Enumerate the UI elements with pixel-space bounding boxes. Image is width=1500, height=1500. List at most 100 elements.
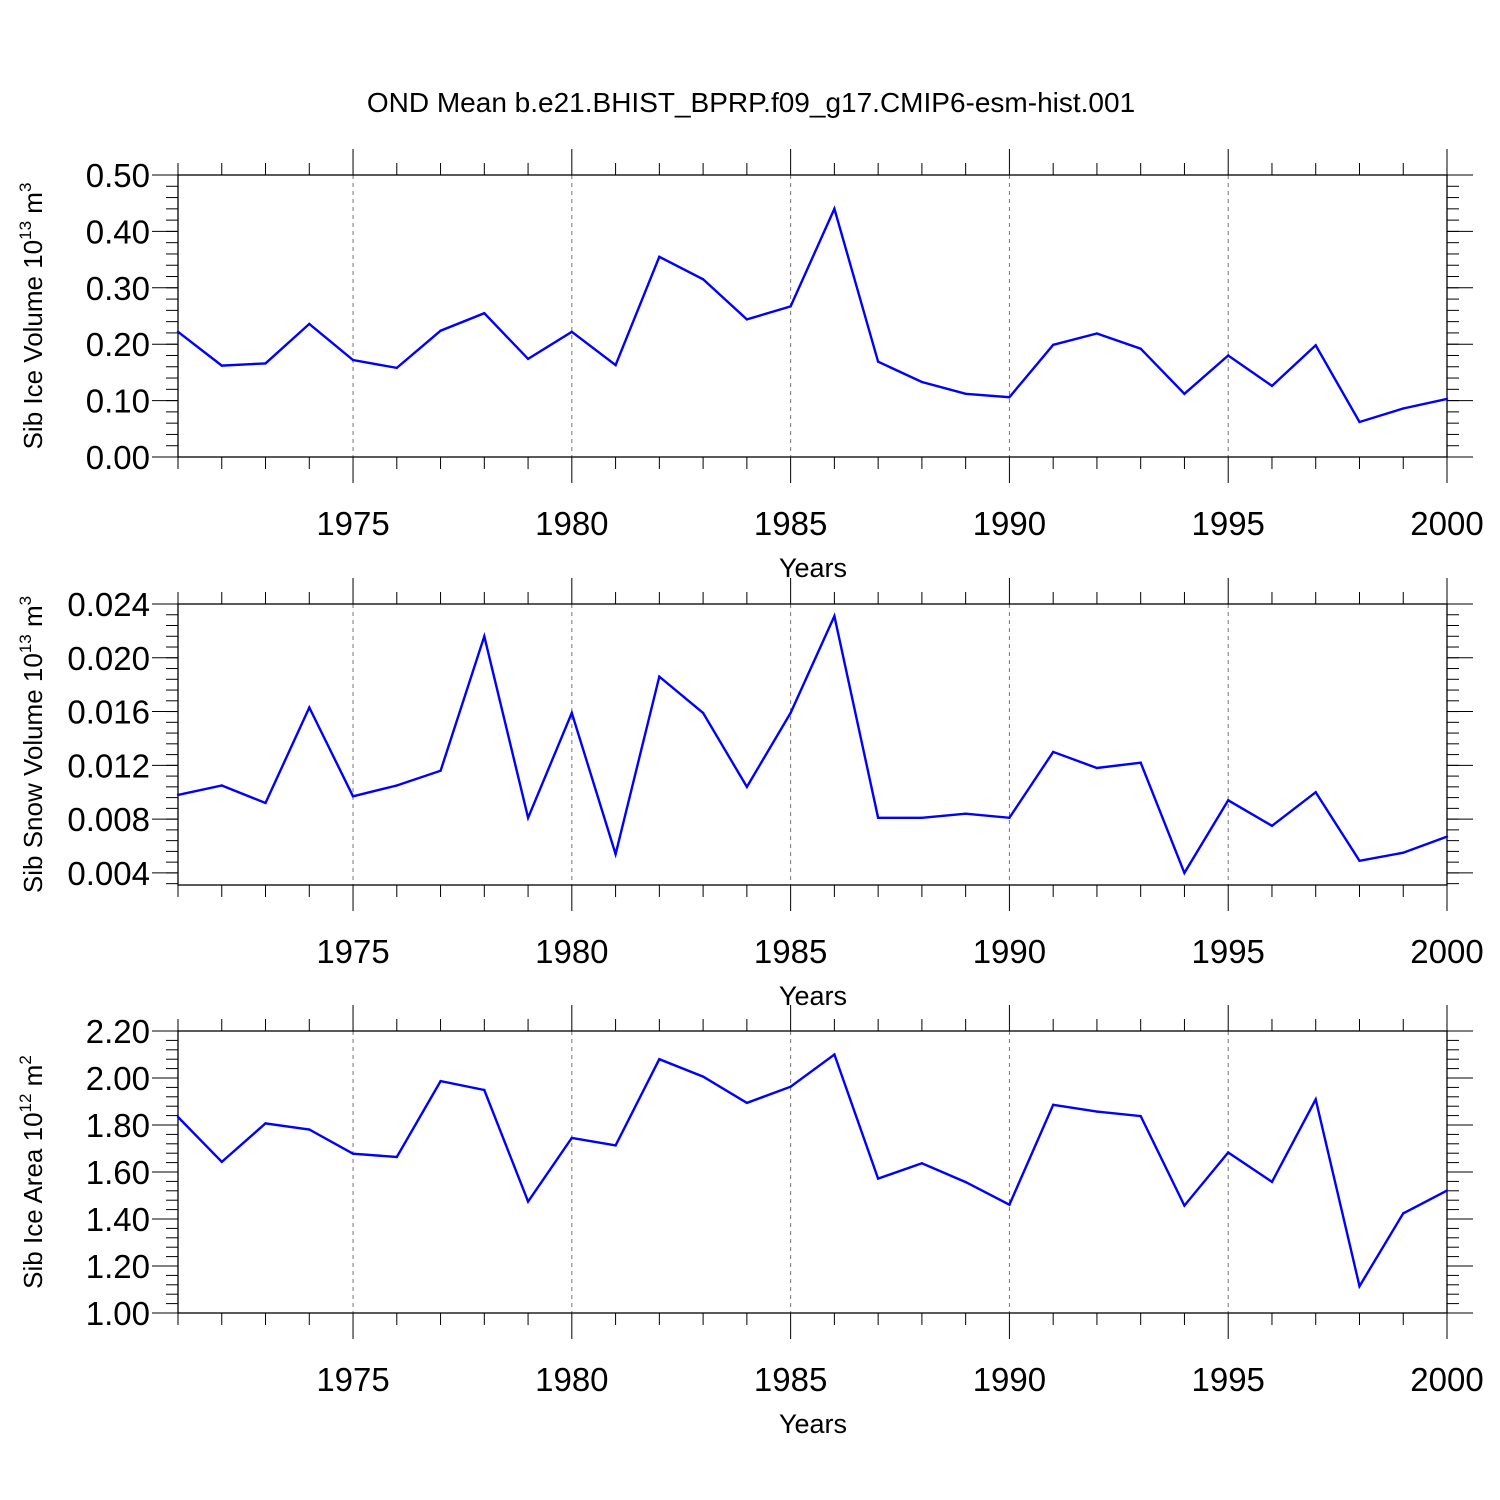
data-point xyxy=(395,1155,398,1159)
chart-title: OND Mean b.e21.BHIST_BPRP.f09_g17.CMIP6-… xyxy=(367,87,1135,118)
panel-1: 0.00 0.10 0.20 0.30 0.40 0.50 1975 1980 1985 1990… xyxy=(16,149,1484,583)
data-point xyxy=(614,363,617,367)
y-tick-label: 0.008 xyxy=(67,801,150,838)
y-axis-label: Sib Ice Area 1012 m2 xyxy=(16,1055,48,1289)
data-point xyxy=(701,711,705,715)
x-tick-label: 1995 xyxy=(1191,1361,1264,1398)
data-point xyxy=(308,706,311,709)
data-point xyxy=(833,1053,836,1056)
data-point xyxy=(964,812,967,815)
x-tick-label: 1975 xyxy=(316,505,389,542)
data-point xyxy=(570,330,574,333)
data-point xyxy=(1051,750,1055,754)
data-point xyxy=(1008,1203,1011,1206)
panel-3: 1.00 1.20 1.40 1.60 1.80 2.00 2.20 1975 1980 1985… xyxy=(16,1005,1484,1439)
x-tick-label: 1980 xyxy=(535,505,608,542)
data-point xyxy=(351,358,355,362)
data-point xyxy=(876,360,880,363)
y-tick-label: 0.024 xyxy=(67,586,150,623)
data-point xyxy=(745,318,749,321)
series-line xyxy=(177,1052,1448,1290)
x-axis-label: Years xyxy=(779,553,847,583)
data-point xyxy=(833,207,836,211)
data-point xyxy=(570,1136,574,1140)
data-point xyxy=(964,392,967,396)
data-point xyxy=(614,1144,617,1147)
y-tick-label: 1.80 xyxy=(86,1107,150,1144)
data-point xyxy=(1139,1114,1142,1118)
x-tick-label: 1985 xyxy=(754,1361,827,1398)
x-tick-label: 1985 xyxy=(754,933,827,970)
data-point xyxy=(1051,1103,1055,1106)
data-point xyxy=(308,1128,311,1131)
y-tick-label: 0.012 xyxy=(67,747,150,784)
data-point xyxy=(483,311,486,315)
y-tick-label: 2.00 xyxy=(86,1060,150,1097)
data-point xyxy=(1358,859,1361,862)
x-tick-label: 2000 xyxy=(1410,933,1483,970)
data-point xyxy=(483,1088,486,1092)
data-point xyxy=(1139,761,1142,764)
data-point xyxy=(220,784,223,787)
x-tick-label: 1990 xyxy=(973,1361,1046,1398)
y-axis-label: Sib Snow Volume 1013 m3 xyxy=(16,596,48,893)
y-axis-name: Sib Ice Area xyxy=(18,1141,48,1288)
data-point xyxy=(1358,420,1361,424)
y-unit-base: 10 xyxy=(18,653,48,682)
data-point xyxy=(789,711,792,715)
x-tick-label: 1980 xyxy=(535,1361,608,1398)
data-point xyxy=(1314,1098,1317,1101)
y-tick-label: 1.40 xyxy=(86,1201,150,1238)
data-point xyxy=(176,1115,180,1119)
data-point xyxy=(351,795,355,798)
data-point xyxy=(526,816,530,819)
data-point xyxy=(964,1180,967,1184)
data-point xyxy=(789,1085,792,1088)
data-point xyxy=(264,362,267,365)
data-point xyxy=(1227,799,1230,802)
data-point xyxy=(658,675,661,678)
y-unit-exponent: 13 xyxy=(16,634,35,653)
x-tick-label: 2000 xyxy=(1410,505,1483,542)
data-point xyxy=(920,1162,924,1165)
y-tick-label: 0.40 xyxy=(86,213,150,250)
data-point xyxy=(395,784,398,787)
data-point xyxy=(1183,1204,1186,1207)
y-unit-symbol: m xyxy=(18,1065,48,1094)
y-tick-label: 0.020 xyxy=(67,640,150,677)
y-unit-symbol-exponent: 3 xyxy=(16,183,35,192)
x-tick-label: 1985 xyxy=(754,505,827,542)
x-tick-label: 1990 xyxy=(973,505,1046,542)
y-tick-label: 0.10 xyxy=(86,383,150,420)
y-tick-label: 0.20 xyxy=(86,326,150,363)
x-axis-label: Years xyxy=(779,1409,847,1439)
y-axis-label: Sib Ice Volume 1013 m3 xyxy=(16,183,48,450)
y-tick-label: 2.20 xyxy=(86,1013,150,1050)
data-point xyxy=(220,1160,223,1164)
x-tick-label: 2000 xyxy=(1410,1361,1483,1398)
x-tick-label: 1995 xyxy=(1191,505,1264,542)
y-unit-symbol-exponent: 2 xyxy=(16,1055,35,1064)
data-point xyxy=(176,330,180,333)
data-point xyxy=(220,364,223,367)
y-tick-label: 0.004 xyxy=(67,855,150,892)
data-point xyxy=(701,1075,705,1078)
y-unit-exponent: 13 xyxy=(16,221,35,240)
y-tick-label: 0.016 xyxy=(67,694,150,731)
data-point xyxy=(1227,1151,1230,1154)
y-unit-base: 10 xyxy=(18,240,48,269)
y-unit-symbol: m xyxy=(18,605,48,634)
series-line xyxy=(177,612,1448,876)
data-point xyxy=(1445,835,1449,838)
data-point xyxy=(1358,1285,1361,1288)
x-tick-label: 1975 xyxy=(316,933,389,970)
x-tick-label: 1995 xyxy=(1191,933,1264,970)
data-point xyxy=(789,305,792,308)
x-tick-label: 1990 xyxy=(973,933,1046,970)
data-point xyxy=(1445,1189,1449,1192)
y-tick-label: 0.00 xyxy=(86,439,150,476)
data-point xyxy=(1095,766,1099,770)
data-point xyxy=(308,322,311,326)
y-tick-label: 1.00 xyxy=(86,1295,150,1332)
data-point xyxy=(570,711,574,715)
